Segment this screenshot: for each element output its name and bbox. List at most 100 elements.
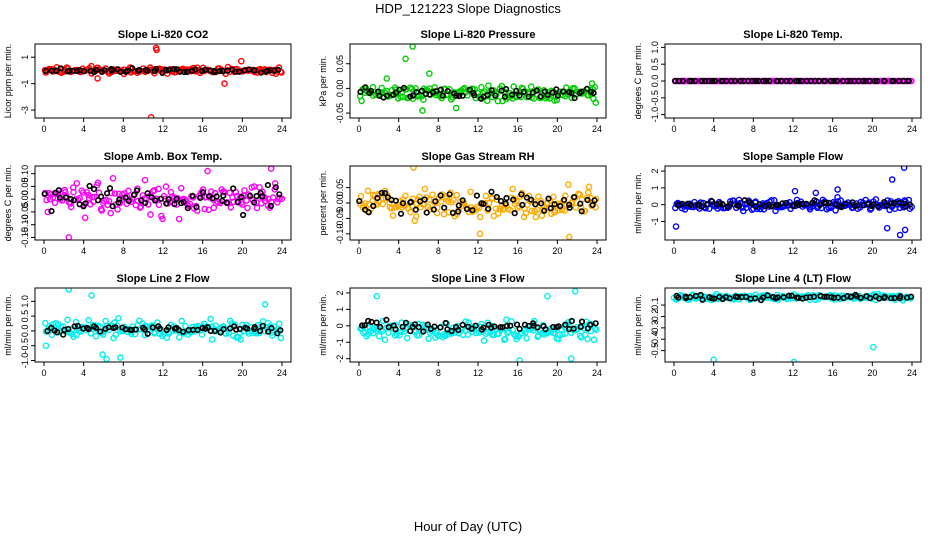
reference-point (516, 325, 523, 333)
x-tick-label: 12 (788, 368, 798, 378)
sample-point (527, 83, 535, 90)
reference-point (62, 194, 70, 201)
sample-point (274, 327, 282, 334)
y-tick-label: 0.05 (335, 55, 345, 73)
reference-point (165, 196, 172, 203)
y-axis-label: ml/min per min. (633, 172, 643, 234)
sample-point (467, 188, 475, 196)
outlier-point (99, 351, 106, 358)
reference-point (251, 324, 258, 331)
sample-point (392, 86, 400, 93)
sample-point (239, 201, 246, 208)
reference-point (456, 92, 463, 100)
sample-point (483, 97, 491, 105)
reference-point (201, 66, 209, 73)
sample-point (378, 84, 386, 92)
sample-point (425, 335, 432, 343)
reference-point (180, 198, 187, 206)
sample-point (244, 204, 251, 212)
x-tick-label: 12 (473, 124, 483, 134)
reference-point (142, 199, 149, 206)
panel-title: Slope Li-820 Pressure (421, 29, 536, 41)
outlier-point (834, 186, 841, 193)
reference-point (359, 322, 366, 329)
sample-point (226, 189, 233, 197)
reference-point (122, 194, 129, 201)
y-tick-label: -0.15 (20, 227, 30, 248)
reference-point (430, 206, 437, 213)
reference-point (881, 77, 888, 85)
y-tick-label: 0.00 (20, 190, 30, 208)
sample-point (109, 174, 117, 182)
reference-point (82, 200, 89, 207)
reference-point (170, 65, 177, 73)
reference-point (480, 324, 487, 331)
point-layer (356, 166, 600, 240)
sample-point (155, 185, 162, 193)
x-axis: 0 4 8 12 16 20 24 (41, 240, 287, 256)
panel-title: Slope Sample Flow (743, 151, 844, 163)
reference-point (162, 66, 170, 74)
reference-point (821, 293, 828, 300)
reference-point (125, 197, 132, 204)
reference-point (85, 326, 92, 333)
panel-3: Slope Li-820 Temp. 0 4 8 12 16 20 24 1.0 0.5 0.0 -0… (633, 29, 922, 134)
reference-point (871, 77, 879, 85)
reference-point (463, 206, 471, 213)
sample-point (236, 329, 244, 337)
sample-point (178, 317, 185, 325)
reference-point (60, 331, 67, 338)
x-tick-label: 12 (788, 124, 798, 134)
x-tick-label: 0 (41, 124, 46, 134)
outlier-point (94, 75, 101, 82)
x-tick-label: 4 (81, 124, 86, 134)
reference-point (686, 294, 694, 301)
sample-point (427, 206, 434, 213)
reference-point (513, 87, 520, 94)
reference-point (780, 294, 787, 301)
reference-point (412, 206, 419, 213)
reference-point (216, 67, 223, 75)
reference-point (192, 66, 199, 73)
y-tick-label: -1.0 (20, 353, 30, 369)
reference-point (675, 294, 682, 301)
reference-point (698, 203, 705, 210)
reference-point (193, 204, 200, 211)
reference-point (485, 205, 492, 212)
reference-point (560, 196, 568, 203)
sample-point (243, 197, 250, 204)
sample-point (532, 213, 540, 221)
reference-point (413, 89, 420, 96)
sample-point (482, 192, 490, 200)
reference-point (749, 77, 756, 85)
reference-point (133, 187, 141, 194)
y-tick-label: -1.0 (650, 107, 660, 123)
reference-point (708, 198, 716, 205)
sample-point (73, 179, 81, 187)
reference-point (471, 92, 478, 99)
sample-point (908, 77, 915, 85)
reference-point (148, 194, 155, 201)
reference-point (897, 293, 904, 300)
panel-2: Slope Li-820 Pressure 0 4 8 12 16 20 24 0.05 0.00… (318, 29, 607, 134)
sample-point (42, 319, 49, 327)
sample-point (476, 213, 484, 221)
x-axis: 0 4 8 12 16 20 24 (671, 362, 917, 378)
y-tick-label: -0.05 (335, 208, 345, 229)
reference-point (377, 324, 384, 331)
reference-point (53, 329, 61, 336)
x-tick-label: 8 (436, 246, 441, 256)
x-tick-label: 16 (513, 368, 523, 378)
reference-point (165, 324, 172, 331)
sample-point (256, 184, 263, 191)
sample-point (561, 330, 569, 337)
sample-point (389, 212, 397, 219)
reference-point (774, 294, 781, 301)
panel-5: Slope Gas Stream RH0 4 8 12 16 20 240.050.00-0… (318, 151, 607, 256)
reference-point (491, 323, 498, 330)
reference-point (565, 201, 573, 208)
sample-point (105, 197, 113, 205)
reference-point (149, 324, 156, 331)
reference-point (220, 326, 227, 333)
